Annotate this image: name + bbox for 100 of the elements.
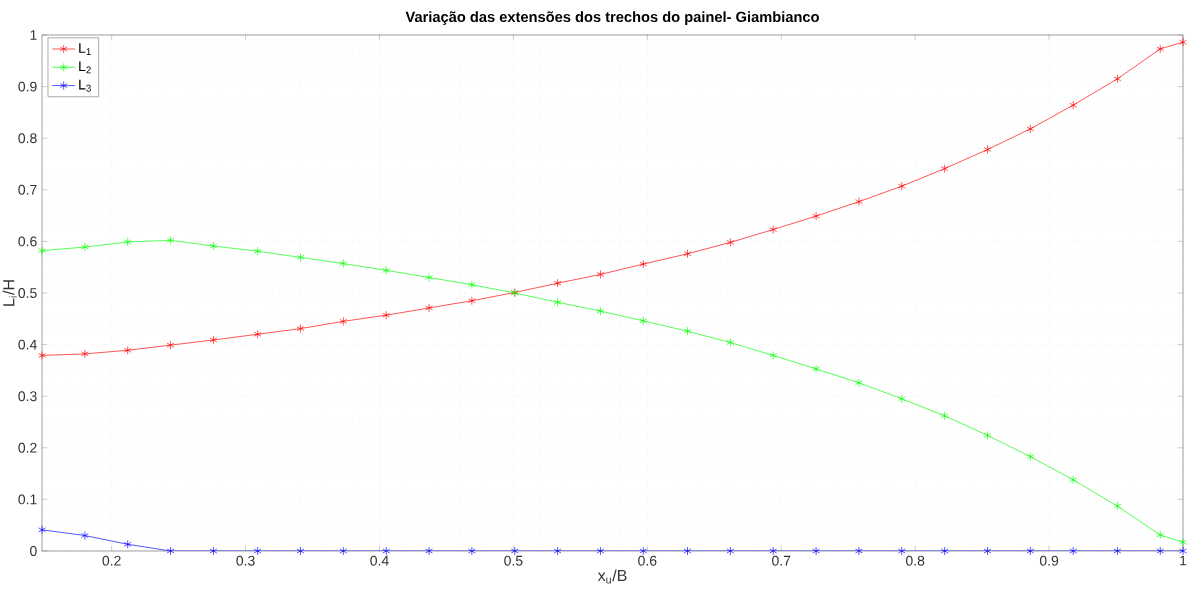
point bbox=[253, 329, 262, 339]
point bbox=[639, 259, 648, 269]
y-tick-label: 0.5 bbox=[18, 288, 37, 298]
point bbox=[81, 242, 89, 252]
point bbox=[253, 546, 262, 556]
point bbox=[123, 237, 132, 247]
point bbox=[855, 197, 863, 206]
point bbox=[983, 546, 992, 556]
point bbox=[38, 246, 46, 256]
point bbox=[1069, 546, 1077, 556]
point bbox=[38, 351, 46, 360]
point bbox=[1113, 501, 1122, 511]
point bbox=[553, 278, 562, 288]
point bbox=[897, 181, 906, 191]
point bbox=[940, 164, 949, 173]
point bbox=[81, 349, 89, 359]
point bbox=[940, 411, 949, 421]
y-tick-label: 0.7 bbox=[18, 184, 37, 195]
point bbox=[468, 296, 476, 306]
point bbox=[596, 270, 605, 279]
point bbox=[425, 303, 433, 313]
point bbox=[296, 253, 305, 262]
point bbox=[1156, 44, 1165, 54]
y-tick-label: 0.2 bbox=[18, 442, 37, 453]
point bbox=[1156, 546, 1165, 556]
legend-label: L$_{3}$ bbox=[79, 79, 91, 92]
point bbox=[855, 378, 863, 388]
point bbox=[209, 546, 218, 556]
point bbox=[468, 280, 476, 290]
point bbox=[209, 335, 218, 345]
point bbox=[812, 211, 820, 221]
x-tick-label: 0.8 bbox=[905, 555, 925, 566]
point bbox=[812, 546, 820, 556]
y-tick-label: 0.9 bbox=[18, 81, 37, 92]
point bbox=[639, 316, 648, 326]
x-tick-label: 1 bbox=[1180, 555, 1187, 566]
point bbox=[510, 546, 519, 556]
y-tick-label: 0.3 bbox=[18, 391, 37, 402]
y-axis-title: L$_{i}$/H bbox=[2, 280, 17, 306]
point bbox=[468, 546, 476, 556]
point bbox=[553, 546, 562, 556]
x-tick-label: 0.3 bbox=[236, 555, 255, 566]
point bbox=[382, 265, 390, 275]
x-tick-label: 0.9 bbox=[1039, 555, 1059, 566]
point bbox=[897, 394, 906, 404]
point bbox=[1113, 74, 1122, 84]
legend-label: L$_{2}$ bbox=[79, 61, 91, 74]
y-tick-label: 0.8 bbox=[18, 133, 37, 144]
point bbox=[1026, 546, 1035, 556]
x-tick-label: 0.4 bbox=[370, 555, 389, 566]
y-tick-label: 0.1 bbox=[18, 494, 37, 505]
point bbox=[1179, 546, 1187, 556]
legend-label: L$_{1}$ bbox=[79, 43, 91, 55]
x-tick-label: 0.7 bbox=[772, 555, 791, 566]
point bbox=[1069, 475, 1077, 485]
point bbox=[339, 317, 348, 326]
point bbox=[1156, 530, 1165, 540]
point bbox=[123, 539, 132, 549]
point bbox=[209, 241, 218, 251]
point bbox=[726, 238, 735, 247]
point bbox=[683, 546, 692, 556]
point bbox=[166, 236, 175, 245]
point bbox=[123, 345, 132, 355]
point bbox=[897, 546, 906, 556]
y-tick-label: 0.6 bbox=[18, 236, 37, 247]
x-tick-label: 0.6 bbox=[638, 555, 657, 566]
point bbox=[1179, 537, 1187, 547]
x-axis-title: x$_{u}$/B bbox=[597, 569, 627, 584]
y-tick-label: 0 bbox=[30, 546, 37, 556]
point bbox=[1026, 452, 1035, 461]
point bbox=[769, 351, 778, 360]
point bbox=[253, 246, 262, 256]
point bbox=[855, 546, 863, 556]
x-tick-label: 0.5 bbox=[504, 555, 523, 566]
point bbox=[812, 364, 820, 374]
point bbox=[81, 531, 89, 540]
point bbox=[1179, 37, 1187, 47]
chart-title: Variação das extensões dos trechos do painel- Giambianco bbox=[405, 11, 819, 25]
point bbox=[166, 546, 175, 556]
point bbox=[296, 324, 305, 333]
point bbox=[382, 546, 390, 556]
point bbox=[726, 546, 735, 556]
point bbox=[639, 546, 648, 556]
point bbox=[425, 546, 433, 556]
point bbox=[726, 338, 735, 347]
point bbox=[983, 431, 992, 440]
point bbox=[339, 546, 348, 556]
point bbox=[1069, 100, 1077, 110]
point bbox=[683, 326, 692, 336]
point bbox=[425, 273, 433, 282]
y-tick-label: 0.4 bbox=[18, 339, 37, 350]
point bbox=[983, 145, 992, 154]
point bbox=[382, 310, 390, 320]
x-tick-label: 0.2 bbox=[102, 555, 121, 566]
point bbox=[683, 249, 692, 259]
point bbox=[38, 525, 46, 535]
point bbox=[769, 225, 778, 234]
point bbox=[596, 546, 605, 556]
point bbox=[296, 546, 305, 556]
point bbox=[769, 546, 778, 556]
